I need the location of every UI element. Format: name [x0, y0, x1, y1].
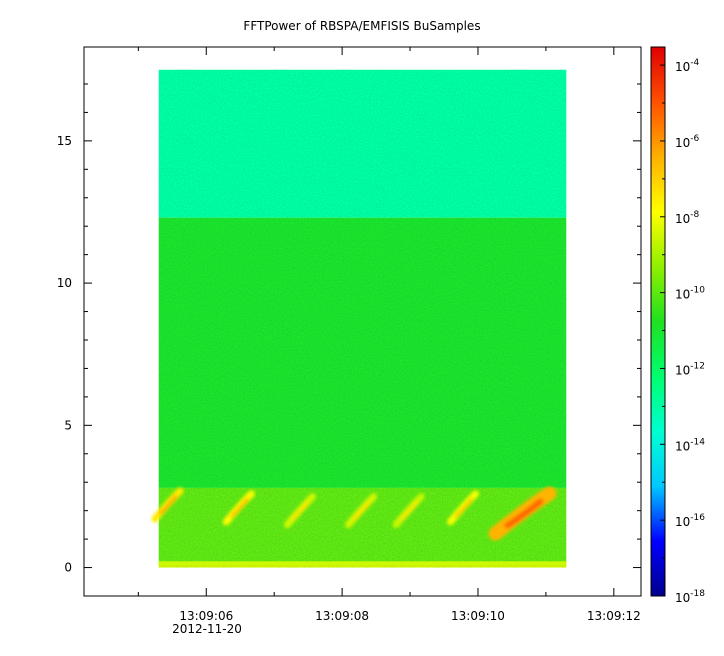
y-tick-label-2: 10	[57, 276, 72, 290]
colorbar-tick-base: 10	[675, 60, 690, 74]
baseline-band	[158, 561, 567, 566]
band-texture-1	[158, 217, 567, 488]
burst-2	[283, 493, 317, 529]
burst-core-3	[352, 500, 371, 521]
burst-core-1	[230, 497, 249, 518]
plot-area	[151, 69, 567, 568]
plot-frame	[83, 46, 642, 597]
y-tick-label-1: 5	[64, 418, 72, 432]
colorbar-tick-label-0: 10-4	[675, 58, 700, 74]
burst-1	[222, 490, 255, 526]
burst-core-4	[400, 500, 419, 521]
colorbar-tick-exponent: -8	[690, 210, 699, 220]
colorbar-tick-label-6: 10-16	[675, 513, 705, 529]
burst-0	[151, 487, 184, 523]
colorbar-tick-exponent: -4	[690, 58, 699, 68]
y-axis: 0 5 10 15	[57, 83, 641, 575]
x-date-label: 2012-11-20	[172, 622, 242, 636]
y-tick-label-3: 15	[57, 134, 72, 148]
colorbar-tick-exponent: -12	[690, 361, 705, 371]
x-tick-label-1: 13:09:06	[179, 609, 233, 623]
colorbar-tick-exponent: -6	[690, 134, 699, 144]
colorbar-tick-exponent: -10	[690, 286, 705, 296]
colorbar-tick-label-3: 10-10	[675, 286, 705, 302]
burst-6	[488, 486, 557, 541]
colorbar-tick-label-7: 10-18	[675, 589, 705, 605]
burst-4	[392, 493, 425, 529]
colorbar-tick-base: 10	[675, 288, 690, 302]
x-tick-label-5: 13:09:10	[451, 609, 505, 623]
band-texture-3	[158, 563, 567, 568]
colorbar-tick-exponent: -18	[690, 589, 705, 599]
colorbar-tick-base: 10	[675, 212, 690, 226]
colorbar-tick-base: 10	[675, 591, 690, 605]
burst-5	[446, 490, 480, 526]
colorbar-tick-base: 10	[675, 363, 690, 377]
burst-core-2	[291, 500, 310, 521]
burst-core-6	[504, 498, 544, 529]
x-tick-label-7: 13:09:12	[587, 609, 641, 623]
colorbar-tick-label-4: 10-12	[675, 361, 705, 377]
x-tick-label-3: 13:09:08	[315, 609, 369, 623]
colorbar-tick-base: 10	[675, 136, 690, 150]
colorbar-tick-label-2: 10-8	[675, 210, 700, 226]
burst-core-0	[159, 495, 178, 515]
colorbar-tick-label-5: 10-14	[675, 437, 705, 453]
y-tick-label-0: 0	[64, 561, 72, 575]
colorbar-tick-base: 10	[675, 439, 690, 453]
colorbar-tick-base: 10	[675, 515, 690, 529]
x-axis: 13:09:06 13:09:08 13:09:10 13:09:12	[137, 47, 641, 623]
colorbar-gradient	[650, 46, 666, 597]
burst-core-5	[454, 497, 473, 518]
colorbar-tick-label-1: 10-6	[675, 134, 700, 150]
burst-3	[345, 493, 378, 529]
colorbar-tick-exponent: -16	[690, 513, 705, 523]
chart-title: FFTPower of RBSPA/EMFISIS BuSamples	[243, 19, 480, 33]
band-texture-0	[158, 69, 567, 218]
colorbar-tick-exponent: -14	[690, 437, 705, 447]
